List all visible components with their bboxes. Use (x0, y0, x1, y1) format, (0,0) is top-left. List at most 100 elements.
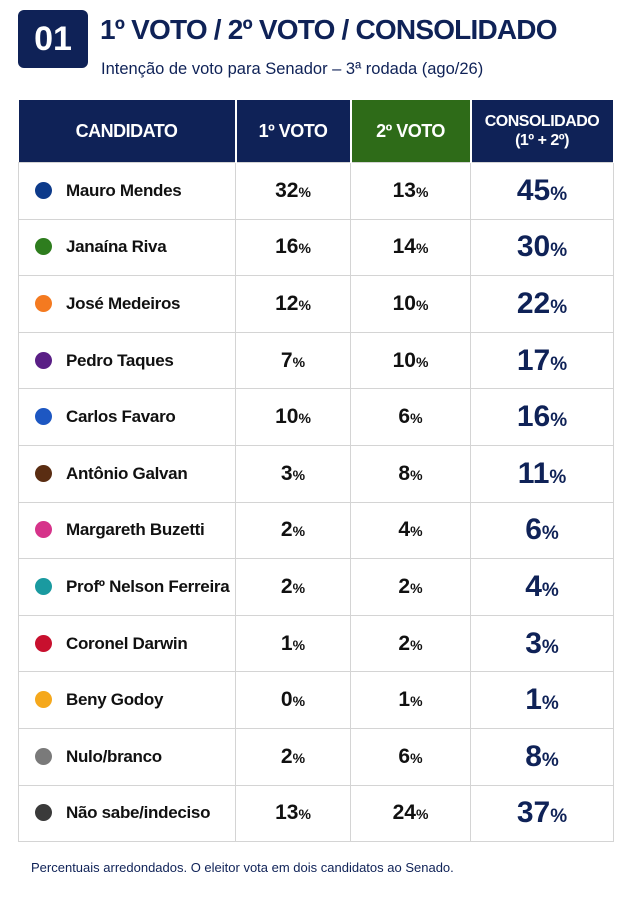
unit: % (410, 466, 423, 483)
color-dot (35, 804, 52, 822)
candidate-name: Não sabe/indeciso (66, 803, 211, 823)
value: 1 (525, 683, 542, 717)
unit: % (410, 749, 423, 766)
row: Pedro Taques 7% 10% 17% (18, 331, 614, 390)
first-vote-cell: 2% (235, 727, 351, 786)
value: 2 (398, 631, 411, 655)
unit: % (550, 296, 568, 318)
color-dot (35, 691, 52, 709)
row: Profº Nelson Ferreira 2% 2% 4% (18, 558, 614, 616)
unit: % (541, 636, 559, 658)
candidate-name: Nulo/branco (66, 746, 162, 766)
unit: % (415, 240, 429, 257)
consolidated-cell: 45% (470, 162, 614, 220)
footnote: Percentuais arredondados. O eleitor vota… (31, 860, 454, 875)
value: 4 (525, 569, 542, 603)
value: 17 (516, 343, 551, 377)
unit: % (292, 466, 306, 483)
value: 12 (275, 291, 299, 315)
value: 0 (280, 688, 293, 712)
col-header: CANDIDATO (18, 100, 237, 163)
value: 10 (392, 348, 416, 372)
candidate-name: Profº Nelson Ferreira (66, 576, 230, 596)
subtitle: Intenção de voto para Senador – 3ª rodad… (101, 60, 484, 78)
first-vote-cell: 16% (235, 218, 351, 277)
unit: % (550, 410, 568, 432)
value: 24 (392, 801, 416, 825)
consolidated-cell: 17% (470, 331, 614, 390)
row: Coronel Darwin 1% 2% 3% (18, 614, 614, 673)
unit: % (550, 183, 568, 205)
value: 22 (516, 286, 551, 320)
col-header: 1º VOTO (235, 100, 352, 163)
unit: % (292, 353, 306, 370)
second-vote-cell: 10% (350, 331, 471, 390)
color-dot (35, 238, 52, 256)
value: 2 (280, 574, 293, 598)
consolidated-cell: 22% (470, 275, 614, 333)
value: 3 (280, 461, 293, 485)
unit: % (292, 749, 306, 766)
unit: % (298, 410, 311, 427)
consolidated-cell: 30% (470, 218, 614, 277)
value: 13 (275, 801, 299, 825)
first-vote-cell: 2% (235, 558, 351, 616)
candidate-name: Antônio Galvan (66, 463, 188, 483)
candidate-cell: Antônio Galvan (18, 444, 236, 503)
color-dot (35, 351, 52, 369)
value: 14 (392, 235, 416, 259)
first-vote-cell: 10% (235, 388, 351, 446)
value: 8 (525, 739, 542, 773)
value: 45 (516, 173, 551, 207)
second-vote-cell: 6% (350, 388, 471, 446)
unit: % (298, 296, 311, 313)
second-vote-cell: 24% (350, 784, 471, 843)
second-vote-cell: 8% (350, 444, 471, 503)
value: 2 (398, 574, 411, 598)
first-vote-cell: 2% (235, 501, 351, 560)
value: 16 (275, 235, 299, 259)
unit: % (550, 806, 568, 828)
color-dot (35, 181, 52, 199)
candidate-cell: Profº Nelson Ferreira (18, 558, 236, 616)
candidate-cell: Pedro Taques (18, 331, 236, 390)
candidate-name: Mauro Mendes (66, 180, 182, 200)
unit: % (410, 523, 423, 540)
second-vote-cell: 2% (350, 614, 471, 673)
second-vote-cell: 14% (350, 218, 471, 277)
first-vote-cell: 13% (235, 784, 351, 843)
row: José Medeiros 12% 10% 22% (18, 275, 614, 333)
color-dot (35, 521, 52, 539)
consolidated-cell: 8% (470, 727, 614, 786)
col-header-text: (1º + 2º) (515, 132, 569, 149)
second-vote-cell: 4% (350, 501, 471, 560)
value: 16 (516, 400, 551, 434)
candidate-name: Janaína Riva (66, 237, 167, 257)
header-row: CANDIDATO 1º VOTO 2º VOTO CONSOLIDADO (1º… (18, 100, 615, 163)
value: 6 (398, 744, 411, 768)
candidate-name: Beny Godoy (66, 690, 164, 710)
color-dot (35, 634, 52, 652)
value: 37 (516, 796, 551, 830)
second-vote-cell: 2% (350, 558, 471, 616)
consolidated-cell: 16% (470, 388, 614, 446)
candidate-name: Carlos Favaro (66, 407, 176, 427)
candidate-cell: Janaína Riva (18, 218, 236, 277)
color-dot (35, 408, 52, 426)
unit: % (415, 806, 429, 823)
unit: % (415, 296, 429, 313)
first-vote-cell: 12% (235, 275, 351, 333)
second-vote-cell: 13% (350, 162, 471, 220)
consolidated-cell: 1% (470, 671, 614, 729)
row: Não sabe/indeciso 13% 24% 37% (18, 784, 614, 843)
unit: % (541, 749, 559, 771)
first-vote-cell: 32% (235, 162, 351, 220)
value: 2 (280, 518, 293, 542)
value: 7 (280, 348, 293, 372)
unit: % (410, 410, 423, 427)
value: 4 (398, 518, 411, 542)
value: 1 (398, 688, 411, 712)
unit: % (298, 240, 311, 257)
second-vote-cell: 1% (350, 671, 471, 729)
value: 10 (275, 405, 299, 429)
